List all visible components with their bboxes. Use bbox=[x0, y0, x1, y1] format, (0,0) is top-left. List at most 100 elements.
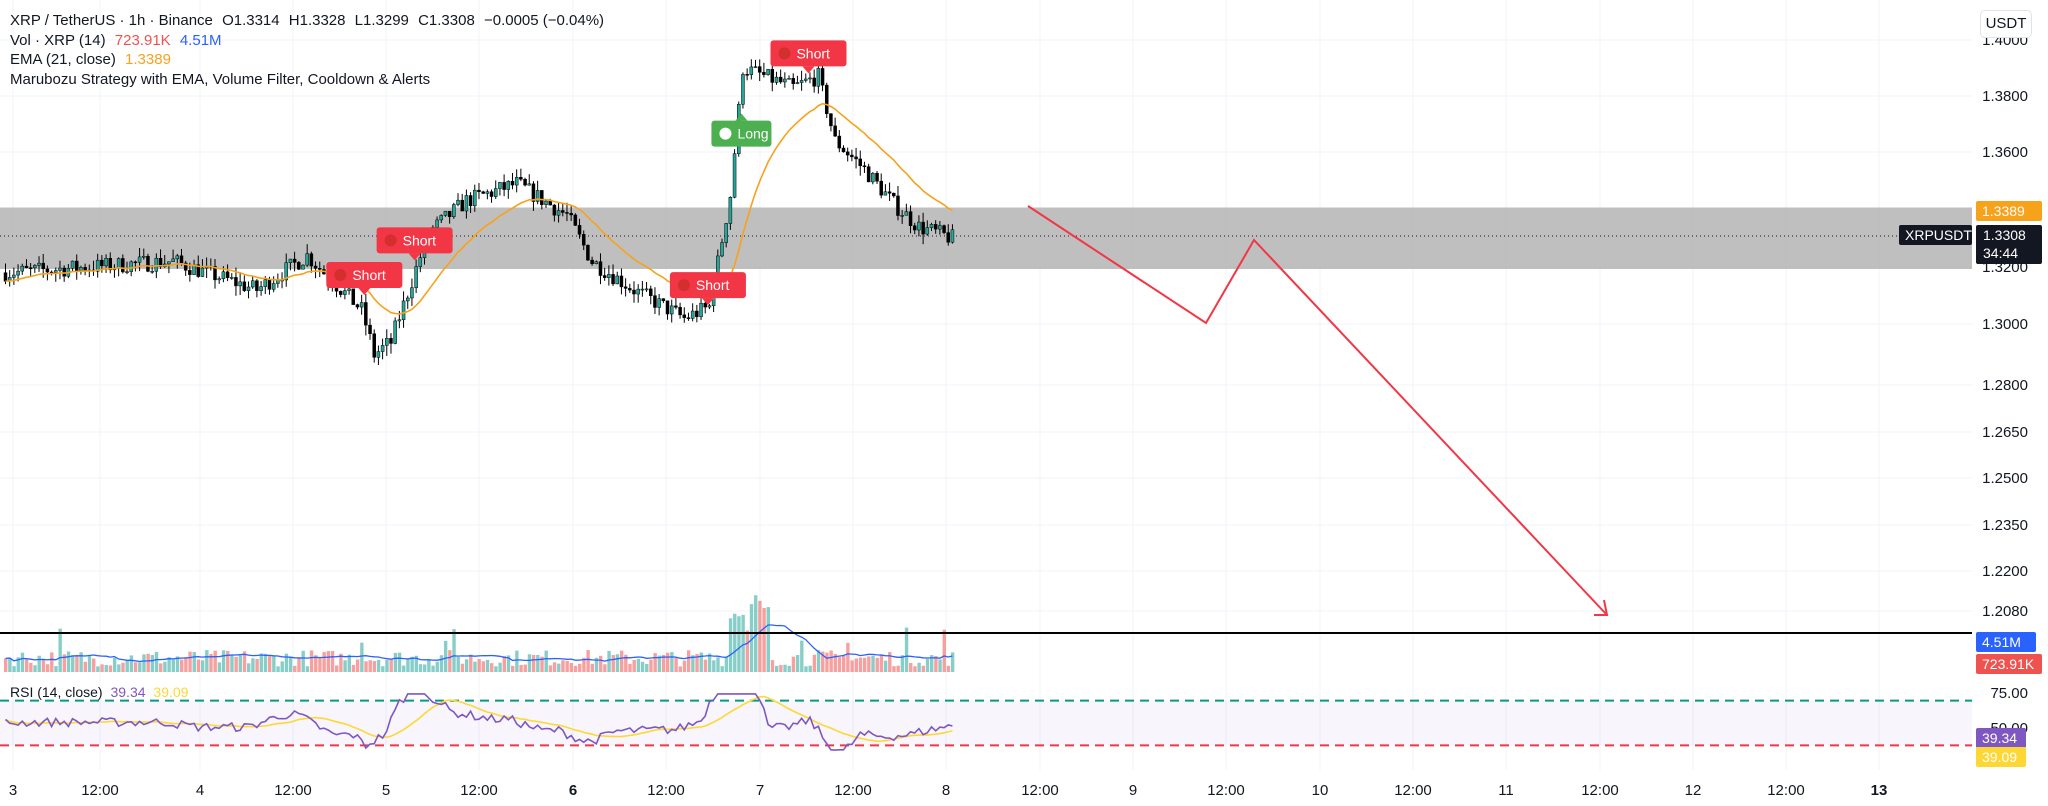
volume-bar bbox=[385, 659, 389, 672]
volume-bar bbox=[418, 664, 423, 672]
candle bbox=[364, 293, 368, 336]
time-tick-label: 4 bbox=[196, 782, 204, 799]
volume-bar bbox=[531, 654, 536, 672]
candle bbox=[615, 271, 619, 285]
volume-bar bbox=[154, 651, 159, 672]
volume-bar bbox=[184, 657, 188, 672]
volume-bar bbox=[427, 659, 431, 672]
time-axis: 3 12:00 4 12:00 5 12:00 6 12:00 7 12:00 8 12:00 9 12:… bbox=[9, 782, 1888, 799]
ema-legend-row[interactable]: EMA (21, close) 1.3389 bbox=[10, 50, 604, 70]
candle bbox=[720, 238, 724, 258]
candle bbox=[795, 75, 800, 85]
currency-selector[interactable]: USDT bbox=[1980, 10, 2032, 38]
volume-value: 723.91K bbox=[114, 31, 171, 49]
candle bbox=[883, 184, 888, 196]
candle bbox=[829, 113, 833, 132]
candle bbox=[921, 212, 925, 245]
candle bbox=[929, 222, 934, 232]
rsi-legend[interactable]: RSI (14, close) 39.34 39.09 bbox=[10, 684, 188, 700]
candle bbox=[137, 247, 142, 272]
candle bbox=[875, 171, 879, 184]
candle bbox=[439, 214, 444, 224]
volume-bar bbox=[749, 604, 754, 672]
ema-price-tag-text: 1.3389 bbox=[1982, 203, 2025, 219]
short-signal[interactable]: Short bbox=[669, 272, 746, 306]
volume-bar bbox=[879, 654, 884, 672]
volume-bar bbox=[921, 665, 926, 672]
time-tick-label: 12:00 bbox=[1207, 782, 1245, 799]
candle bbox=[443, 210, 448, 217]
volume-bar bbox=[469, 654, 473, 672]
volume-bar bbox=[787, 665, 791, 672]
short-signal[interactable]: Short bbox=[770, 40, 847, 74]
candle bbox=[749, 59, 754, 80]
volume-bar bbox=[96, 666, 100, 672]
candle bbox=[841, 145, 846, 153]
candle bbox=[95, 253, 100, 278]
short-signal[interactable]: Short bbox=[326, 261, 403, 295]
volume-bar bbox=[728, 618, 733, 672]
time-tick-label: 12:00 bbox=[1021, 782, 1059, 799]
volume-bar bbox=[62, 654, 67, 672]
volume-legend-row[interactable]: Vol · XRP (14) 723.91K 4.51M bbox=[10, 31, 604, 51]
candle bbox=[674, 297, 678, 310]
candle bbox=[799, 70, 804, 91]
candle bbox=[908, 205, 913, 234]
volume-bar bbox=[37, 655, 41, 672]
projection-drawing[interactable] bbox=[1027, 205, 1608, 616]
candle bbox=[565, 202, 569, 222]
volume-bar bbox=[12, 666, 16, 672]
candle bbox=[246, 281, 251, 299]
strategy-legend-row[interactable]: Marubozu Strategy with EMA, Volume Filte… bbox=[10, 70, 604, 90]
volume-bar bbox=[45, 664, 50, 672]
candle bbox=[577, 218, 582, 239]
candle bbox=[598, 253, 603, 285]
long-signal[interactable]: Long bbox=[711, 113, 772, 147]
rsi-legend-value: 39.34 bbox=[110, 684, 146, 700]
volume-bar bbox=[259, 653, 263, 672]
volume-bar bbox=[506, 655, 511, 672]
candle bbox=[359, 294, 364, 315]
last-price-tag: 1.3308 34:44 bbox=[1976, 225, 2042, 264]
volume-bar bbox=[138, 662, 142, 672]
time-tick-label: 9 bbox=[1129, 782, 1137, 799]
symbol-tag-text: XRPUSDT bbox=[1905, 227, 1972, 243]
volume-bar bbox=[695, 654, 699, 672]
candle bbox=[745, 68, 749, 81]
candle bbox=[845, 147, 850, 162]
time-tick-label: 13 bbox=[1871, 782, 1888, 799]
volume-bar bbox=[8, 657, 12, 672]
volume-bar bbox=[314, 655, 318, 672]
candle bbox=[452, 202, 456, 219]
candle bbox=[544, 199, 548, 208]
support-resistance-zone[interactable] bbox=[0, 207, 1972, 270]
candle bbox=[573, 213, 578, 227]
volume-bar bbox=[355, 659, 360, 672]
candle bbox=[447, 210, 452, 224]
symbol-legend-row[interactable]: XRP / TetherUS · 1h · Binance O1.3314 H1… bbox=[10, 11, 604, 31]
candle bbox=[200, 259, 205, 277]
time-tick-label: 12:00 bbox=[647, 782, 685, 799]
volume-bar bbox=[699, 652, 703, 672]
volume-bar bbox=[766, 607, 770, 672]
volume-bar bbox=[536, 654, 540, 672]
candle bbox=[762, 62, 766, 78]
volume-bar bbox=[598, 655, 603, 672]
candle bbox=[950, 224, 955, 244]
time-tick-label: 12:00 bbox=[81, 782, 119, 799]
rsi-tick-label: 75.00 bbox=[1990, 685, 2028, 702]
candle bbox=[556, 202, 561, 223]
candle bbox=[531, 181, 536, 211]
volume-bar bbox=[133, 662, 138, 672]
time-tick-label: 6 bbox=[569, 782, 577, 799]
countdown-text: 34:44 bbox=[1983, 245, 2018, 261]
volume-bar bbox=[829, 650, 833, 672]
candle bbox=[255, 279, 259, 298]
signal-label: Short bbox=[796, 45, 830, 61]
short-signal[interactable]: Short bbox=[376, 227, 453, 261]
candle bbox=[74, 254, 79, 280]
volume-bar bbox=[200, 660, 205, 672]
candle bbox=[871, 172, 875, 185]
candle bbox=[686, 312, 691, 321]
